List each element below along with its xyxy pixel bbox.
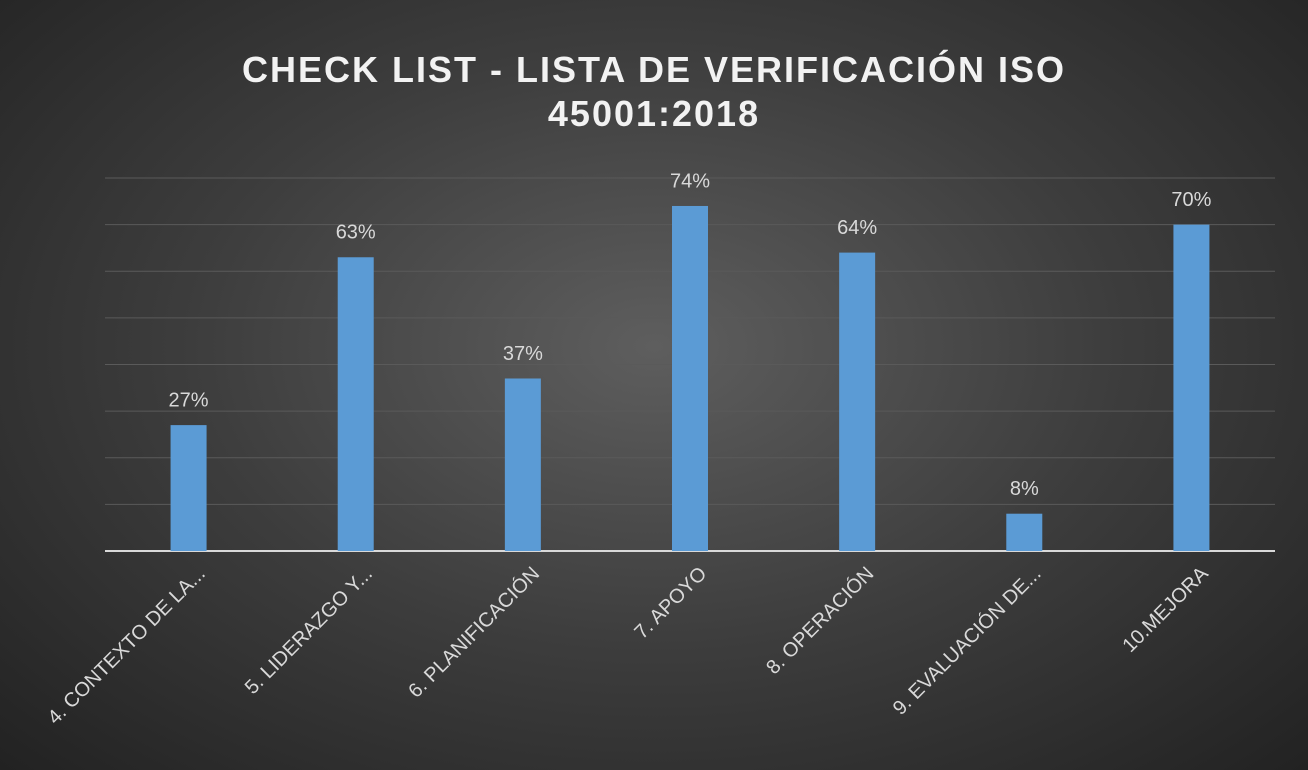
x-tick-label: 7. APOYO [630,563,711,644]
bar [1173,224,1210,551]
x-tick-label: 6. PLANIFICACIÓN [404,562,544,702]
x-tick-label: 5. LIDERAZGO Y... [241,563,377,699]
bar [170,425,207,551]
bar [1006,513,1043,551]
data-label: 74% [670,170,710,192]
data-label: 27% [169,389,209,411]
data-label: 70% [1171,189,1211,211]
x-tick-label: 4. CONTEXTO DE LA... [44,563,210,729]
x-tick-label: 9. EVALUACIÓN DE... [888,562,1045,719]
data-label: 64% [837,217,877,239]
x-tick-label: 8. OPERACIÓN [762,562,879,679]
data-label: 8% [1010,478,1039,500]
bar [504,378,541,551]
bar [839,252,876,551]
bar [337,257,374,551]
data-label: 37% [503,343,543,365]
data-label: 63% [336,222,376,244]
x-tick-label: 10.MEJORA [1119,562,1214,657]
chart-title: CHECK LIST - LISTA DE VERIFICACIÓN ISO 4… [241,49,1067,134]
bar [672,205,708,551]
